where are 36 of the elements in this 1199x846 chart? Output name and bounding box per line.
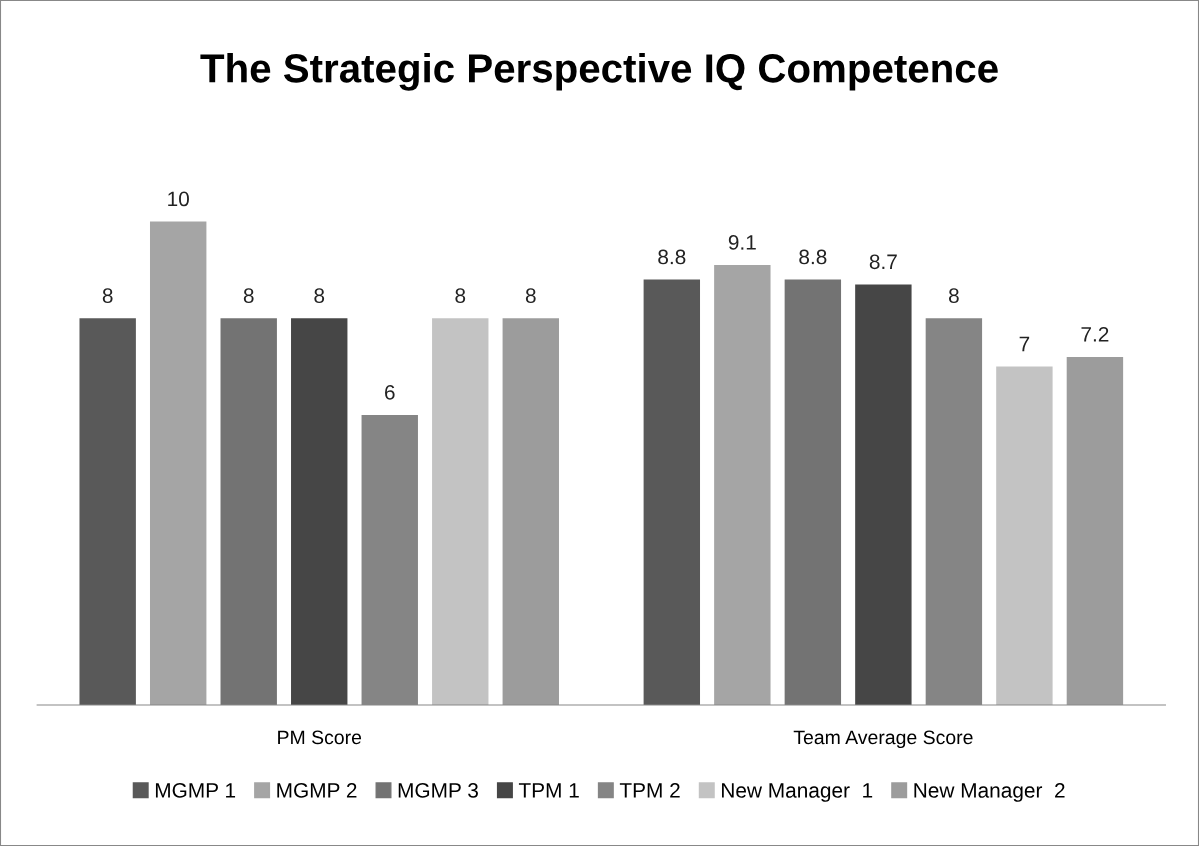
data-label: 8.8 — [658, 249, 686, 265]
data-label: 8 — [102, 288, 113, 303]
legend-label: TPM 1 — [518, 783, 579, 798]
bar — [643, 279, 701, 705]
data-label: 8.7 — [869, 254, 897, 270]
bar — [432, 318, 489, 705]
data-label: 8 — [314, 288, 325, 303]
data-label: 8 — [243, 288, 254, 303]
legend-label: New Manager 1 — [722, 783, 873, 802]
data-label: 7.2 — [1081, 326, 1109, 342]
data-label: 8 — [948, 288, 959, 303]
data-label: 8.8 — [799, 249, 827, 265]
data-label: 8 — [525, 288, 536, 303]
bar — [220, 318, 277, 705]
bar — [79, 318, 136, 705]
bar — [149, 221, 207, 705]
bar — [291, 318, 348, 705]
legend-label: MGMP 3 — [398, 783, 478, 798]
legend-label: TPM 2 — [619, 783, 680, 798]
data-label: 9.1 — [728, 235, 756, 250]
data-label: 6 — [385, 384, 395, 400]
bar — [784, 279, 842, 705]
data-label: 7 — [1019, 336, 1030, 352]
bar — [996, 366, 1053, 705]
bar — [855, 284, 912, 705]
chart-title: The Strategic Perspective IQ Competence — [200, 53, 998, 91]
legend-label: New Manager 2 — [914, 783, 1065, 802]
bar — [502, 318, 559, 705]
legend-label: MGMP 2 — [277, 783, 357, 798]
bar — [1066, 356, 1124, 705]
bar — [714, 265, 771, 705]
data-label: 10 — [168, 191, 189, 207]
legend-label: MGMP 1 — [155, 783, 236, 798]
data-label: 8 — [455, 288, 466, 303]
x-tick-label: Team Average Score — [793, 730, 973, 749]
x-tick-label: PM Score — [278, 730, 362, 745]
